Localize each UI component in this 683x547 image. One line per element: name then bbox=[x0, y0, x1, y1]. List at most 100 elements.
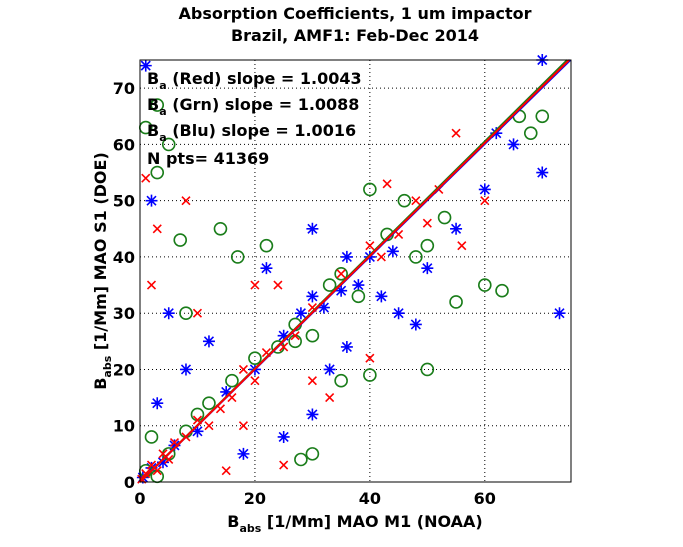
ann-symbol: B bbox=[147, 69, 159, 88]
point bbox=[202, 396, 216, 411]
point bbox=[307, 376, 317, 386]
ann-slope: 1.0043 bbox=[300, 69, 362, 88]
point bbox=[323, 363, 336, 376]
ann-symbol: B bbox=[147, 121, 159, 140]
y-tick-label: 60 bbox=[113, 135, 135, 154]
point bbox=[365, 353, 375, 363]
point bbox=[451, 128, 461, 138]
point bbox=[457, 241, 467, 251]
point bbox=[523, 126, 538, 140]
point bbox=[535, 109, 550, 124]
point bbox=[340, 250, 353, 263]
point bbox=[173, 233, 188, 247]
point bbox=[322, 278, 337, 292]
point bbox=[204, 421, 214, 431]
y-tick-label: 0 bbox=[124, 473, 135, 492]
point bbox=[325, 393, 335, 403]
annotation: Ba (Blu) slope = 1.0016 bbox=[147, 121, 356, 144]
ann-slope: 1.0088 bbox=[298, 95, 360, 114]
point bbox=[250, 376, 260, 386]
point bbox=[144, 430, 159, 444]
ann-sub: a bbox=[159, 79, 166, 92]
point bbox=[248, 351, 262, 366]
point bbox=[386, 245, 399, 258]
point bbox=[162, 307, 175, 320]
point bbox=[382, 179, 392, 189]
point bbox=[156, 456, 169, 469]
n-points-label: N pts= bbox=[147, 149, 214, 168]
point bbox=[238, 364, 249, 375]
point bbox=[141, 173, 151, 183]
point bbox=[409, 250, 423, 264]
annotation: N pts= 41369 bbox=[147, 149, 269, 168]
point bbox=[305, 447, 320, 461]
point bbox=[411, 196, 421, 206]
point bbox=[181, 196, 191, 206]
point bbox=[363, 182, 377, 197]
fit-line bbox=[139, 59, 570, 483]
point bbox=[277, 430, 290, 443]
point bbox=[277, 329, 290, 342]
y-tick-label: 20 bbox=[113, 360, 135, 379]
point bbox=[335, 284, 348, 297]
point bbox=[221, 466, 231, 476]
point bbox=[495, 283, 509, 298]
point bbox=[363, 368, 377, 382]
point bbox=[336, 269, 346, 279]
point bbox=[480, 196, 490, 206]
point bbox=[260, 262, 273, 275]
point bbox=[151, 397, 164, 410]
y-tick-label: 10 bbox=[113, 417, 135, 436]
ann-name: Red bbox=[180, 69, 215, 88]
point bbox=[306, 222, 319, 235]
point bbox=[150, 98, 165, 112]
point bbox=[179, 363, 192, 376]
label-rest: [1/Mm] MAO M1 (NOAA) bbox=[261, 512, 482, 531]
point bbox=[238, 421, 249, 431]
ann-close: ) slope = bbox=[214, 69, 300, 88]
y-tick-label: 50 bbox=[113, 192, 135, 211]
point bbox=[365, 241, 375, 251]
plot-frame bbox=[139, 59, 572, 483]
point bbox=[294, 307, 307, 320]
label-sub: abs bbox=[101, 355, 114, 377]
point bbox=[273, 280, 283, 290]
label-main: B bbox=[91, 378, 110, 390]
point bbox=[213, 222, 228, 236]
point bbox=[168, 439, 181, 452]
point bbox=[437, 210, 452, 225]
chart-title: Absorption Coefficients, 1 um impactor bbox=[179, 4, 532, 23]
y-tick-label: 30 bbox=[113, 304, 135, 323]
label-main: B bbox=[227, 512, 239, 531]
point bbox=[145, 194, 158, 207]
ann-open: ( bbox=[167, 121, 180, 140]
point bbox=[409, 318, 422, 331]
point bbox=[422, 218, 432, 228]
point bbox=[139, 59, 152, 72]
point bbox=[375, 290, 388, 303]
axis-label: Babs [1/Mm] MAO S1 (DOE) bbox=[91, 152, 114, 390]
y-tick-label: 70 bbox=[113, 79, 135, 98]
point bbox=[376, 252, 386, 262]
annotation: Ba (Grn) slope = 1.0088 bbox=[147, 95, 359, 118]
point bbox=[450, 222, 463, 235]
point bbox=[191, 425, 204, 438]
point bbox=[306, 408, 319, 421]
point bbox=[220, 385, 233, 398]
point bbox=[161, 137, 176, 152]
point bbox=[294, 452, 308, 467]
x-tick-label: 0 bbox=[134, 489, 145, 508]
annotation: Ba (Red) slope = 1.0043 bbox=[147, 69, 362, 92]
point bbox=[351, 289, 366, 304]
point bbox=[397, 193, 412, 208]
point bbox=[421, 262, 434, 275]
point bbox=[477, 278, 492, 292]
point bbox=[305, 328, 320, 343]
ann-sub: a bbox=[159, 131, 166, 144]
ann-symbol: B bbox=[147, 95, 159, 114]
point bbox=[340, 340, 353, 353]
ann-close: ) slope = bbox=[212, 95, 298, 114]
point bbox=[420, 238, 435, 253]
y-tick-label: 40 bbox=[113, 248, 135, 267]
point bbox=[202, 335, 215, 348]
